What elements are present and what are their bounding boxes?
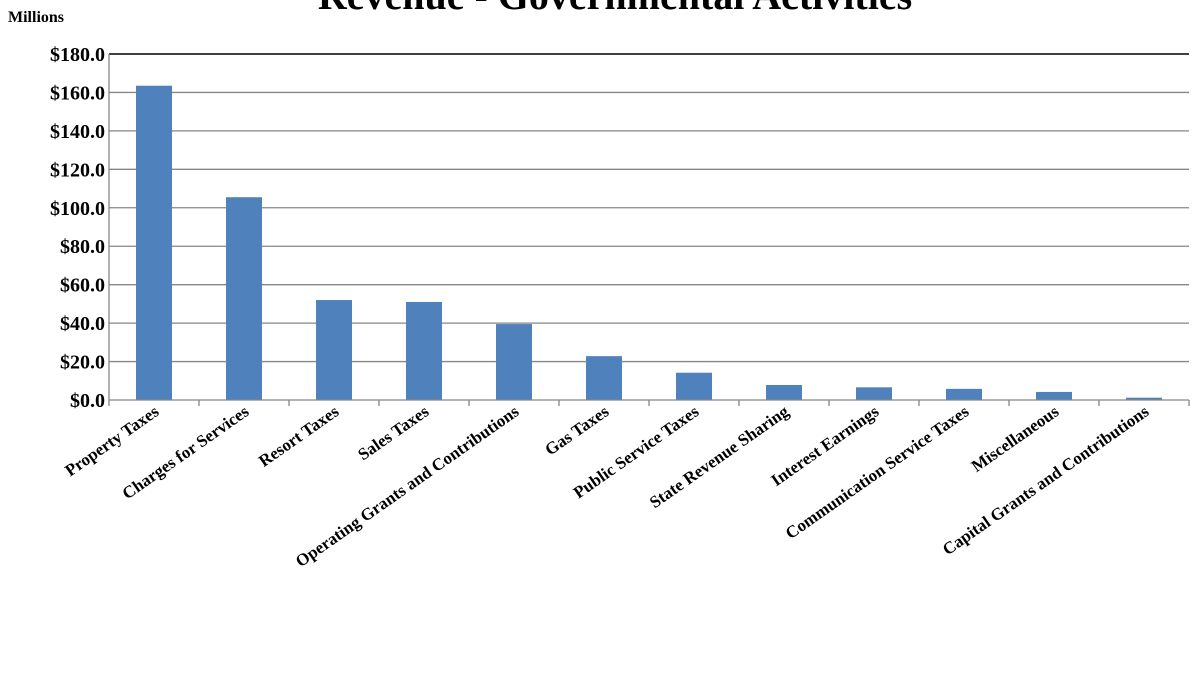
- x-tick-label: Gas Taxes: [541, 401, 612, 459]
- bar: [1126, 397, 1162, 400]
- y-tick-label: $60.0: [60, 275, 105, 297]
- bar: [496, 324, 532, 400]
- y-tick-label: $80.0: [60, 236, 105, 258]
- unit-label: Millions: [8, 9, 64, 26]
- bar: [856, 387, 892, 400]
- bar: [316, 300, 352, 400]
- y-tick-label: $120.0: [50, 159, 105, 181]
- y-tick-label: $140.0: [50, 121, 105, 143]
- bar: [766, 385, 802, 400]
- y-tick-label: $40.0: [60, 313, 105, 335]
- bar: [676, 372, 712, 400]
- bar: [406, 301, 442, 400]
- bar: [586, 356, 622, 400]
- bar: [946, 388, 982, 400]
- axes: [108, 54, 1190, 406]
- y-tick-label: $100.0: [50, 198, 105, 220]
- y-tick-label: $20.0: [60, 352, 105, 374]
- x-tick-label: Sales Taxes: [354, 401, 432, 464]
- bar: [136, 85, 172, 400]
- x-tick-label: Miscellaneous: [968, 401, 1063, 475]
- bar: [226, 197, 262, 400]
- chart-title: Revenue - Governmental Activities: [318, 0, 912, 18]
- y-tick-label: $180.0: [50, 44, 105, 66]
- gridlines: [109, 53, 1189, 363]
- bars: [136, 85, 1162, 400]
- y-tick-label: $160.0: [50, 82, 105, 104]
- x-tick-label: Resort Taxes: [255, 401, 342, 470]
- x-tick-label: Communication Service Taxes: [782, 401, 973, 542]
- bar: [1036, 391, 1072, 400]
- y-tick-label: $0.0: [70, 390, 105, 412]
- y-axis-tick-labels: $0.0 $20.0 $40.0 $60.0 $80.0 $100.0 $120.0 $140…: [50, 44, 105, 412]
